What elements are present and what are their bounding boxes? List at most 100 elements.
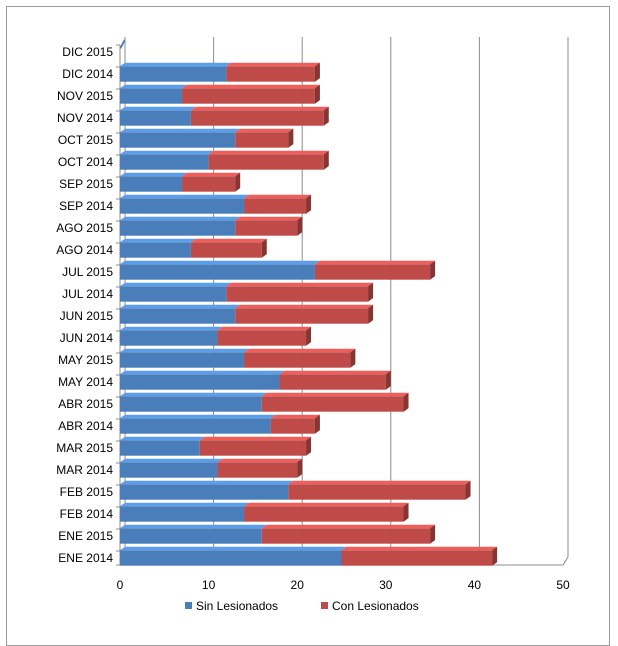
- bar-end-con-lesionados: [368, 282, 374, 302]
- bar-top-sin-lesionados: [120, 128, 241, 133]
- legend-swatch-sin-lesionados: [185, 602, 192, 609]
- category-label: OCT 2015: [58, 133, 113, 147]
- bar-top-sin-lesionados: [120, 458, 223, 463]
- bar-top-con-lesionados: [226, 62, 320, 67]
- bar-con-lesionados: [199, 440, 307, 456]
- bar-con-lesionados: [182, 176, 236, 192]
- bar-end-con-lesionados: [492, 546, 498, 566]
- category-label: OCT 2014: [58, 155, 113, 169]
- category-label: FEB 2015: [60, 485, 114, 499]
- bar-top-con-lesionados: [182, 84, 320, 89]
- bar-sin-lesionados: [120, 88, 183, 104]
- bar-top-sin-lesionados: [120, 216, 241, 221]
- category-label: JUN 2014: [60, 331, 114, 345]
- category-label: JUN 2015: [60, 309, 114, 323]
- category-label: AGO 2015: [56, 221, 113, 235]
- bar-top-sin-lesionados: [120, 502, 250, 507]
- bar-end-con-lesionados: [350, 348, 356, 368]
- bar-con-lesionados: [288, 484, 466, 500]
- bar-top-sin-lesionados: [120, 62, 232, 67]
- category-label: MAR 2014: [56, 463, 113, 477]
- category-label: SEP 2015: [59, 177, 113, 191]
- category-label: NOV 2015: [57, 89, 113, 103]
- category-label: DIC 2015: [62, 45, 113, 59]
- floor-gridline-50: [562, 556, 569, 566]
- bar-end-con-lesionados: [385, 370, 391, 390]
- bar-sin-lesionados: [120, 550, 342, 566]
- bar-con-lesionados: [226, 286, 369, 302]
- bar-top-sin-lesionados: [120, 84, 188, 89]
- bar-end-con-lesionados: [297, 216, 303, 236]
- bar-con-lesionados: [235, 132, 289, 148]
- bar-con-lesionados: [217, 462, 298, 478]
- bar-con-lesionados: [217, 330, 307, 346]
- bar-end-con-lesionados: [306, 436, 312, 456]
- category-label: AGO 2014: [56, 243, 113, 257]
- bar-end-con-lesionados: [314, 414, 320, 434]
- bar-sin-lesionados: [120, 198, 245, 214]
- bar-con-lesionados: [279, 374, 386, 390]
- bar-top-con-lesionados: [208, 150, 329, 155]
- bar-zero-marker: [120, 39, 125, 50]
- category-label: ENE 2014: [58, 551, 113, 565]
- bar-top-con-lesionados: [261, 392, 409, 397]
- bar-con-lesionados: [261, 396, 404, 412]
- bar-con-lesionados: [314, 264, 431, 280]
- bar-con-lesionados: [244, 506, 404, 522]
- bar-top-con-lesionados: [314, 260, 436, 265]
- bar-top-sin-lesionados: [120, 106, 196, 111]
- bar-sin-lesionados: [120, 330, 218, 346]
- bar-end-con-lesionados: [235, 172, 241, 192]
- category-label: FEB 2014: [60, 507, 114, 521]
- bar-end-con-lesionados: [403, 392, 409, 412]
- bar-end-con-lesionados: [288, 128, 294, 148]
- bar-top-con-lesionados: [235, 304, 374, 309]
- category-label: MAY 2014: [58, 375, 113, 389]
- bar-sin-lesionados: [120, 66, 227, 82]
- category-label: ENE 2015: [58, 529, 113, 543]
- legend-swatch-con-lesionados: [321, 602, 328, 609]
- bar-top-con-lesionados: [244, 348, 356, 353]
- legend-label-con-lesionados: Con Lesionados: [332, 599, 419, 613]
- bar-top-con-lesionados: [217, 458, 303, 463]
- category-label: ABR 2014: [58, 419, 113, 433]
- category-label: MAY 2015: [58, 353, 113, 367]
- bar-top-sin-lesionados: [120, 436, 205, 441]
- bar-top-con-lesionados: [341, 546, 498, 551]
- bar-sin-lesionados: [120, 264, 315, 280]
- bar-con-lesionados: [270, 418, 315, 434]
- bar-top-con-lesionados: [190, 238, 267, 243]
- category-label: NOV 2014: [57, 111, 113, 125]
- bar-top-con-lesionados: [279, 370, 391, 375]
- x-tick-label: 20: [291, 578, 305, 592]
- bar-end-con-lesionados: [403, 502, 409, 522]
- bar-top-sin-lesionados: [120, 260, 320, 265]
- bar-end-con-lesionados: [261, 238, 267, 258]
- bar-sin-lesionados: [120, 286, 227, 302]
- bar-top-sin-lesionados: [120, 326, 223, 331]
- bar-con-lesionados: [235, 308, 369, 324]
- bar-con-lesionados: [182, 88, 315, 104]
- bar-top-sin-lesionados: [120, 546, 347, 551]
- bar-con-lesionados: [244, 198, 307, 214]
- legend-label-sin-lesionados: Sin Lesionados: [196, 599, 278, 613]
- bar-top-con-lesionados: [182, 172, 241, 177]
- bar-top-con-lesionados: [288, 480, 471, 485]
- bar-end-con-lesionados: [314, 84, 320, 104]
- bar-end-con-lesionados: [323, 106, 329, 126]
- bar-sin-lesionados: [120, 220, 236, 236]
- bar-sin-lesionados: [120, 374, 280, 390]
- category-label: ABR 2015: [58, 397, 113, 411]
- bar-top-sin-lesionados: [120, 524, 267, 529]
- bar-top-con-lesionados: [235, 128, 294, 133]
- bar-con-lesionados: [190, 110, 324, 126]
- bar-top-sin-lesionados: [120, 238, 196, 243]
- bar-end-con-lesionados: [297, 458, 303, 478]
- bar-end-con-lesionados: [306, 194, 312, 214]
- bar-sin-lesionados: [120, 418, 271, 434]
- bar-top-con-lesionados: [226, 282, 374, 287]
- bar-sin-lesionados: [120, 462, 218, 478]
- bar-sin-lesionados: [120, 176, 183, 192]
- bar-top-con-lesionados: [199, 436, 312, 441]
- x-tick-label: 50: [556, 578, 570, 592]
